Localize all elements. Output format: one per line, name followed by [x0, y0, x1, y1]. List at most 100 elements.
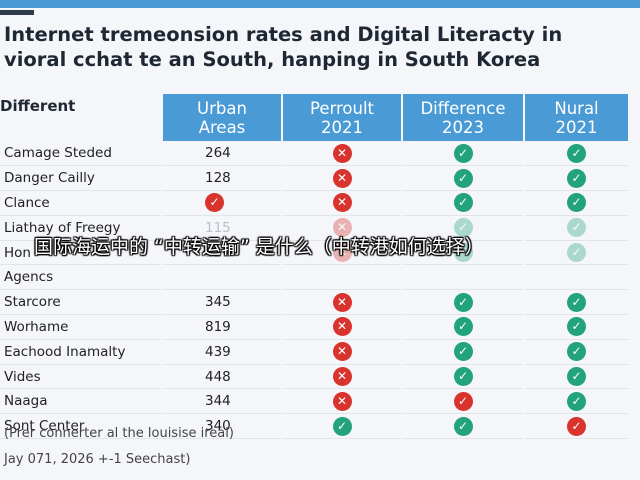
table-header-row: Different Urban Areas Perroult 2021 Differ…: [0, 94, 628, 141]
column-header-text: Urban: [197, 98, 247, 118]
check-icon: ✓: [453, 168, 473, 188]
check-icon: ✓: [453, 416, 473, 436]
check-red-icon: ✓: [205, 193, 224, 213]
status-cell: ✓: [523, 289, 628, 316]
row-label: Sont Center: [0, 413, 162, 440]
row-label: Naaga: [0, 388, 162, 415]
check-red-icon: ✓: [453, 391, 473, 411]
top-accent-bar: [0, 0, 640, 8]
table-row: Starcore 345 ✕ ✓ ✓: [0, 289, 628, 316]
cross-icon: ✕: [332, 143, 352, 163]
check-icon: ✓: [453, 342, 473, 362]
column-header-different: Different: [0, 94, 162, 141]
column-header-urban-areas: Urban Areas: [161, 94, 282, 141]
status-cell: ✕: [281, 165, 402, 192]
status-cell: ✓: [281, 413, 402, 440]
column-header-text: 2021: [321, 117, 363, 137]
check-icon: ✓: [453, 292, 473, 312]
urban-areas-value: 340: [161, 413, 282, 440]
row-label: Liathay of Freegy: [0, 215, 162, 241]
table-row: Hon 221 ✕ ✓ ✓: [0, 240, 628, 266]
status-cell: ✕: [281, 289, 402, 316]
check-icon: ✓: [453, 193, 473, 213]
footnotes: (Prer connerter al the louisise ireal) J…: [4, 426, 234, 478]
column-header-text: Areas: [198, 117, 246, 137]
urban-areas-value: 344: [161, 388, 282, 415]
title-line-2: vioral cchat te an South, hanping in Sou…: [4, 48, 541, 71]
table-row: Worhame 819 ✕ ✓ ✓: [0, 314, 628, 340]
status-cell: ✓: [523, 165, 628, 192]
page-title: Internet tremeonsion rates and Digital L…: [4, 22, 636, 72]
column-header-perroult-2021: Perroult 2021: [281, 94, 402, 141]
row-label: Hon: [0, 240, 162, 266]
top-accent-tab: [0, 10, 34, 15]
table-row: Clance ✓ ✕ ✓ ✓: [0, 190, 628, 216]
urban-areas-value: 439: [161, 339, 282, 365]
column-header-text: 2021: [555, 117, 598, 137]
status-cell: ✓: [523, 141, 628, 167]
column-header-difference-2023: Difference 2023: [401, 94, 524, 141]
column-header-text: Different: [0, 97, 76, 115]
urban-areas-value: [161, 264, 282, 291]
urban-areas-value: 115: [161, 215, 282, 241]
check-icon: ✓: [567, 317, 586, 337]
status-cell: ✓: [401, 388, 524, 415]
status-cell: [401, 264, 524, 291]
status-cell: ✕: [281, 141, 402, 167]
urban-areas-value: ✓: [161, 190, 282, 216]
status-cell: ✓: [523, 240, 628, 266]
status-cell: ✕: [281, 215, 402, 241]
status-cell: ✕: [281, 240, 402, 266]
check-icon: ✓: [453, 367, 473, 387]
table-row: Agencs: [0, 264, 628, 291]
status-cell: ✕: [281, 339, 402, 365]
column-header-text: 2023: [442, 117, 484, 137]
cross-icon: ✕: [332, 243, 352, 263]
row-label: Camage Steded: [0, 141, 162, 167]
status-cell: ✓: [401, 141, 524, 167]
table-row: Vides 448 ✕ ✓ ✓: [0, 364, 628, 390]
column-header-text: Perroult: [309, 98, 375, 118]
status-cell: ✓: [523, 314, 628, 340]
cross-icon: ✕: [332, 342, 352, 362]
table-row: Danger Cailly 128 ✕ ✓ ✓: [0, 165, 628, 192]
urban-areas-value: 221: [161, 240, 282, 266]
status-cell: ✕: [281, 190, 402, 216]
urban-areas-value: 448: [161, 364, 282, 390]
status-cell: [523, 264, 628, 291]
status-cell: ✓: [523, 388, 628, 415]
status-cell: ✕: [281, 388, 402, 415]
check-icon: ✓: [567, 292, 586, 312]
row-label: Danger Cailly: [0, 165, 162, 192]
column-header-nural-2021: Nural 2021: [523, 94, 628, 141]
status-cell: ✓: [401, 364, 524, 390]
row-label: Eachood Inamalty: [0, 339, 162, 365]
check-icon: ✓: [453, 143, 473, 163]
status-cell: ✓: [401, 339, 524, 365]
check-icon: ✓: [567, 367, 586, 387]
table-row: Liathay of Freegy 115 ✕ ✓ ✓: [0, 215, 628, 241]
row-label: Worhame: [0, 314, 162, 340]
check-icon: ✓: [567, 243, 586, 263]
check-icon: ✓: [567, 193, 586, 213]
table-row: Camage Steded 264 ✕ ✓ ✓: [0, 141, 628, 167]
urban-areas-value: 345: [161, 289, 282, 316]
status-cell: ✓: [523, 190, 628, 216]
row-label: Starcore: [0, 289, 162, 316]
caption-overlay: 国际海运中的 “中转运输” 是什么（中转港如何选择）: [34, 236, 484, 258]
status-cell: ✓: [401, 165, 524, 192]
cross-icon: ✕: [332, 391, 352, 411]
title-line-1: Internet tremeonsion rates and Digital L…: [4, 23, 563, 46]
column-header-text: Difference: [420, 98, 506, 118]
table-body: Camage Steded 264 ✕ ✓ ✓ Danger Cailly 128 ✕ ✓ ✓ Cl…: [0, 141, 628, 440]
table-row: Eachood Inamalty 439 ✕ ✓ ✓: [0, 339, 628, 365]
status-cell: ✓: [523, 339, 628, 365]
urban-areas-value: 264: [161, 141, 282, 167]
cross-icon: ✕: [332, 292, 352, 312]
status-cell: ✓: [523, 215, 628, 241]
check-icon: ✓: [332, 416, 352, 436]
status-cell: ✓: [401, 289, 524, 316]
check-icon: ✓: [567, 143, 586, 163]
check-icon: ✓: [453, 218, 473, 238]
row-label: Agencs: [0, 264, 162, 291]
